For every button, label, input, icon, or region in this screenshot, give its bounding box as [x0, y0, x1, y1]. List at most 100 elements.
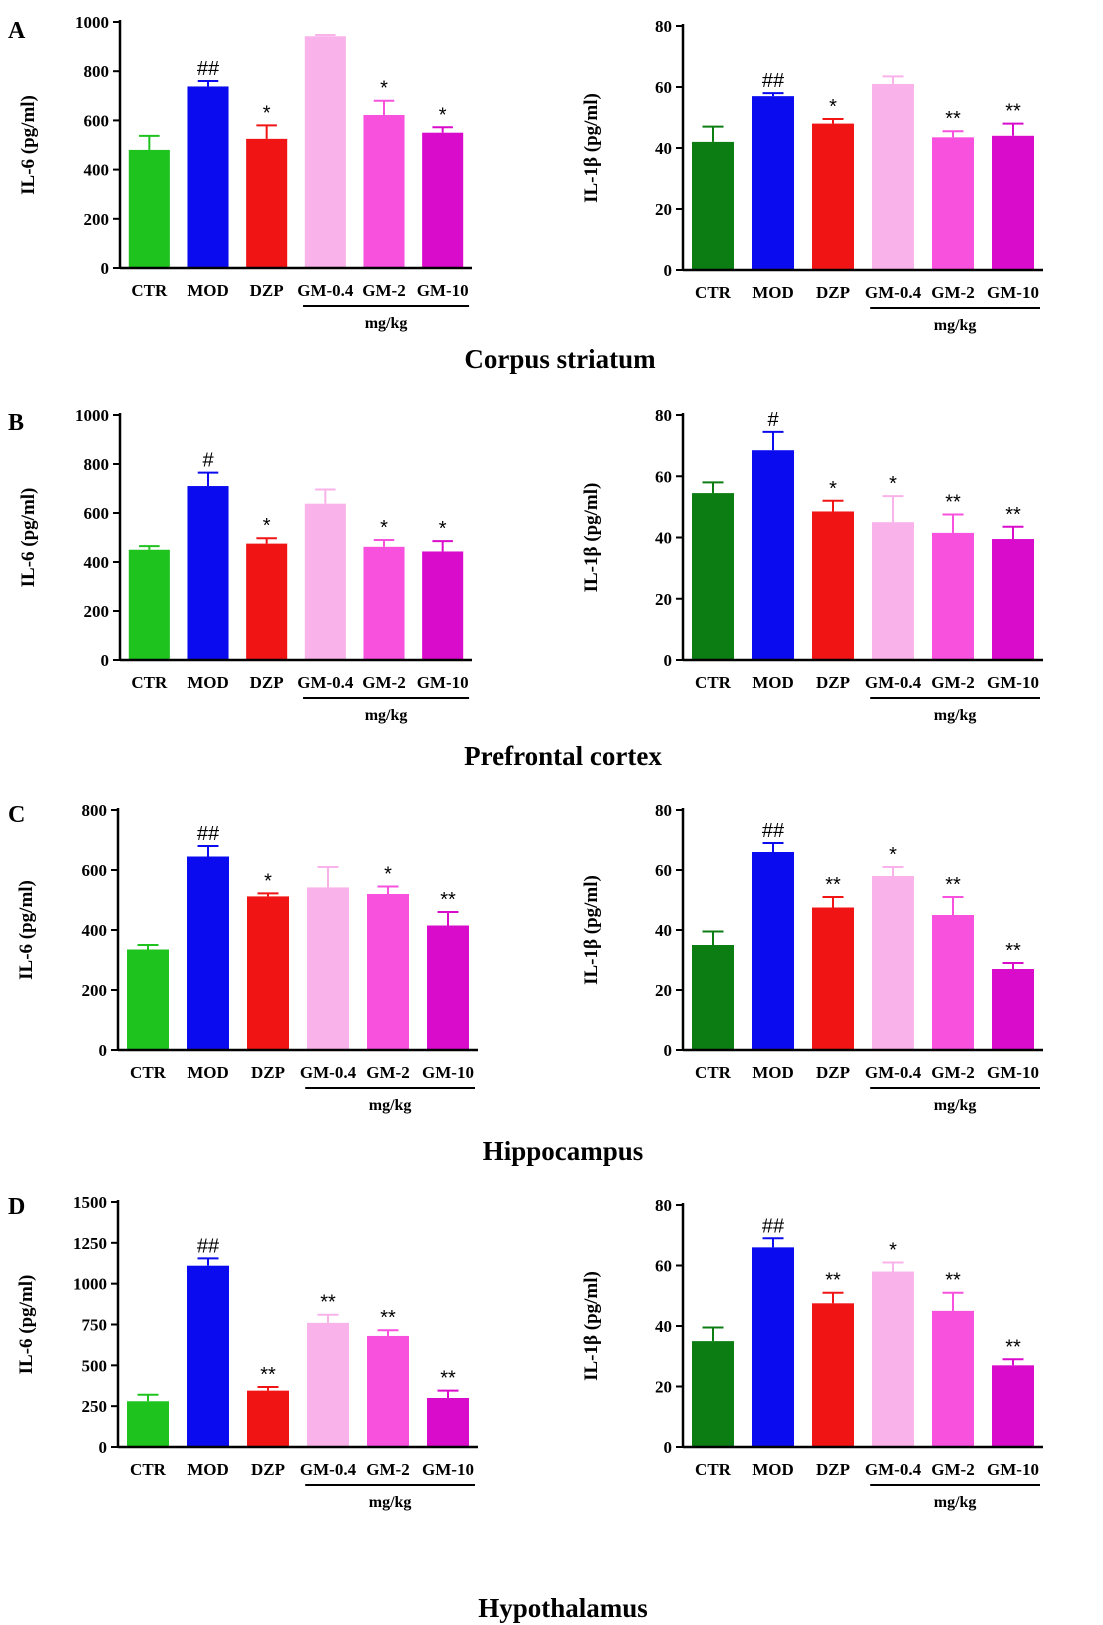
significance-dzp: *: [264, 870, 272, 892]
y-tick-label-1250: 1250: [73, 1234, 107, 1253]
category-label-mod: MOD: [752, 1063, 794, 1082]
category-label-dzp: DZP: [816, 1460, 850, 1479]
chart-4-prefrontal-cortex-il-1-pg-ml: CTR # MOD * DZP * GM-0.4 ** GM-2 ** GM-10 0 20 40 60 80…: [581, 406, 1043, 724]
y-tick-label-500: 500: [82, 1356, 108, 1375]
category-label-gm-10: GM-10: [987, 1063, 1039, 1082]
y-tick-label-0: 0: [99, 1438, 108, 1457]
category-label-gm-0-4: GM-0.4: [300, 1460, 357, 1479]
category-label-ctr: CTR: [131, 281, 168, 300]
category-label-mod: MOD: [752, 1460, 794, 1479]
bar-gm-10: [422, 132, 464, 268]
y-tick-label-400: 400: [84, 553, 110, 572]
bar-gm-10: [427, 925, 469, 1050]
y-axis-label: IL-1β (pg/ml): [581, 93, 602, 203]
bar-dzp: [247, 1390, 289, 1447]
category-label-gm-10: GM-10: [987, 283, 1039, 302]
category-label-gm-0-4: GM-0.4: [865, 283, 922, 302]
category-label-ctr: CTR: [131, 673, 168, 692]
category-label-gm-0-4: GM-0.4: [865, 1460, 922, 1479]
significance-gm-2: **: [945, 874, 961, 896]
y-tick-label-200: 200: [84, 602, 110, 621]
category-label-gm-10: GM-10: [987, 673, 1039, 692]
y-axis-label: IL-1β (pg/ml): [581, 1271, 602, 1381]
significance-gm-10: **: [1005, 504, 1021, 526]
bar-gm-10: [992, 969, 1034, 1050]
dose-unit-label: mg/kg: [934, 707, 977, 724]
bar-gm-2: [932, 532, 974, 660]
significance-dzp: *: [263, 102, 271, 124]
y-axis-label: IL-1β (pg/ml): [581, 875, 602, 985]
y-tick-label-600: 600: [84, 504, 110, 523]
category-label-gm-0-4: GM-0.4: [297, 673, 354, 692]
bar-ctr: [692, 945, 734, 1050]
bar-dzp: [247, 896, 289, 1050]
y-tick-label-1000: 1000: [73, 1275, 107, 1294]
y-tick-label-800: 800: [84, 62, 110, 81]
category-label-ctr: CTR: [695, 1063, 732, 1082]
y-tick-label-80: 80: [655, 1196, 672, 1215]
category-label-ctr: CTR: [130, 1460, 167, 1479]
bar-gm-2: [367, 894, 409, 1050]
bar-gm-2: [932, 1310, 974, 1447]
charts-layer: CTR##MOD*DZP GM-0.4*GM-2*GM-1002004006008…: [16, 13, 1043, 1511]
y-tick-label-40: 40: [655, 921, 672, 940]
bar-dzp: [812, 907, 854, 1050]
dose-unit-label: mg/kg: [934, 1097, 977, 1114]
y-tick-label-600: 600: [84, 111, 110, 130]
significance-dzp: **: [825, 874, 841, 896]
y-tick-label-40: 40: [655, 529, 672, 548]
bar-dzp: [812, 123, 854, 270]
significance-gm-10: **: [440, 1368, 456, 1390]
category-label-mod: MOD: [752, 673, 794, 692]
category-label-gm-10: GM-10: [422, 1460, 474, 1479]
category-label-mod: MOD: [187, 1063, 229, 1082]
significance-gm-0-4: *: [889, 1239, 897, 1261]
significance-gm-10: **: [1005, 101, 1021, 123]
significance-gm-10: *: [439, 518, 447, 540]
significance-gm-0-4: *: [889, 844, 897, 866]
category-label-dzp: DZP: [816, 283, 850, 302]
significance-mod: ##: [762, 820, 785, 842]
bar-ctr: [128, 549, 170, 660]
y-tick-label-20: 20: [655, 981, 672, 1000]
bar-gm-0-4: [872, 876, 914, 1050]
significance-gm-2: *: [380, 517, 388, 539]
category-label-gm-10: GM-10: [987, 1460, 1039, 1479]
y-tick-label-800: 800: [84, 455, 110, 474]
significance-gm-2: *: [384, 864, 392, 886]
y-tick-label-1000: 1000: [75, 13, 109, 32]
region-title-hippocampus: Hippocampus: [483, 1136, 644, 1166]
category-label-gm-0-4: GM-0.4: [865, 1063, 922, 1082]
category-label-gm-2: GM-2: [362, 673, 405, 692]
y-axis-label: IL-6 (pg/ml): [16, 1275, 37, 1375]
bar-ctr: [692, 141, 734, 270]
dose-unit-label: mg/kg: [934, 1494, 977, 1511]
significance-dzp: *: [263, 515, 271, 537]
category-label-dzp: DZP: [250, 673, 284, 692]
significance-mod: ##: [197, 58, 220, 80]
bar-gm-0-4: [304, 36, 346, 268]
category-label-gm-10: GM-10: [422, 1063, 474, 1082]
chart-1-corpus-striatum-il-6-pg-ml: CTR ## MOD * DZP GM-0.4 * GM-2 * GM-10 0 200 400 600 8…: [18, 13, 472, 332]
category-label-mod: MOD: [752, 283, 794, 302]
bar-gm-2: [363, 114, 405, 268]
y-tick-label-20: 20: [655, 590, 672, 609]
bar-gm-10: [422, 551, 464, 660]
significance-mod: #: [767, 409, 779, 431]
y-tick-label-400: 400: [84, 161, 110, 180]
y-tick-label-0: 0: [664, 1041, 673, 1060]
y-tick-label-80: 80: [655, 17, 672, 36]
bar-gm-10: [992, 539, 1034, 660]
region-title-corpus-striatum: Corpus striatum: [464, 344, 656, 374]
category-label-mod: MOD: [187, 1460, 229, 1479]
y-axis-label: IL-1β (pg/ml): [581, 483, 602, 593]
bar-mod: [752, 96, 794, 271]
category-label-gm-2: GM-2: [366, 1460, 409, 1479]
bar-ctr: [128, 149, 170, 268]
category-label-gm-2: GM-2: [366, 1063, 409, 1082]
y-axis-label: IL-6 (pg/ml): [18, 488, 39, 588]
significance-gm-10: **: [1005, 940, 1021, 962]
region-title-prefrontal-cortex: Prefrontal cortex: [464, 741, 662, 771]
significance-dzp: **: [260, 1364, 276, 1386]
